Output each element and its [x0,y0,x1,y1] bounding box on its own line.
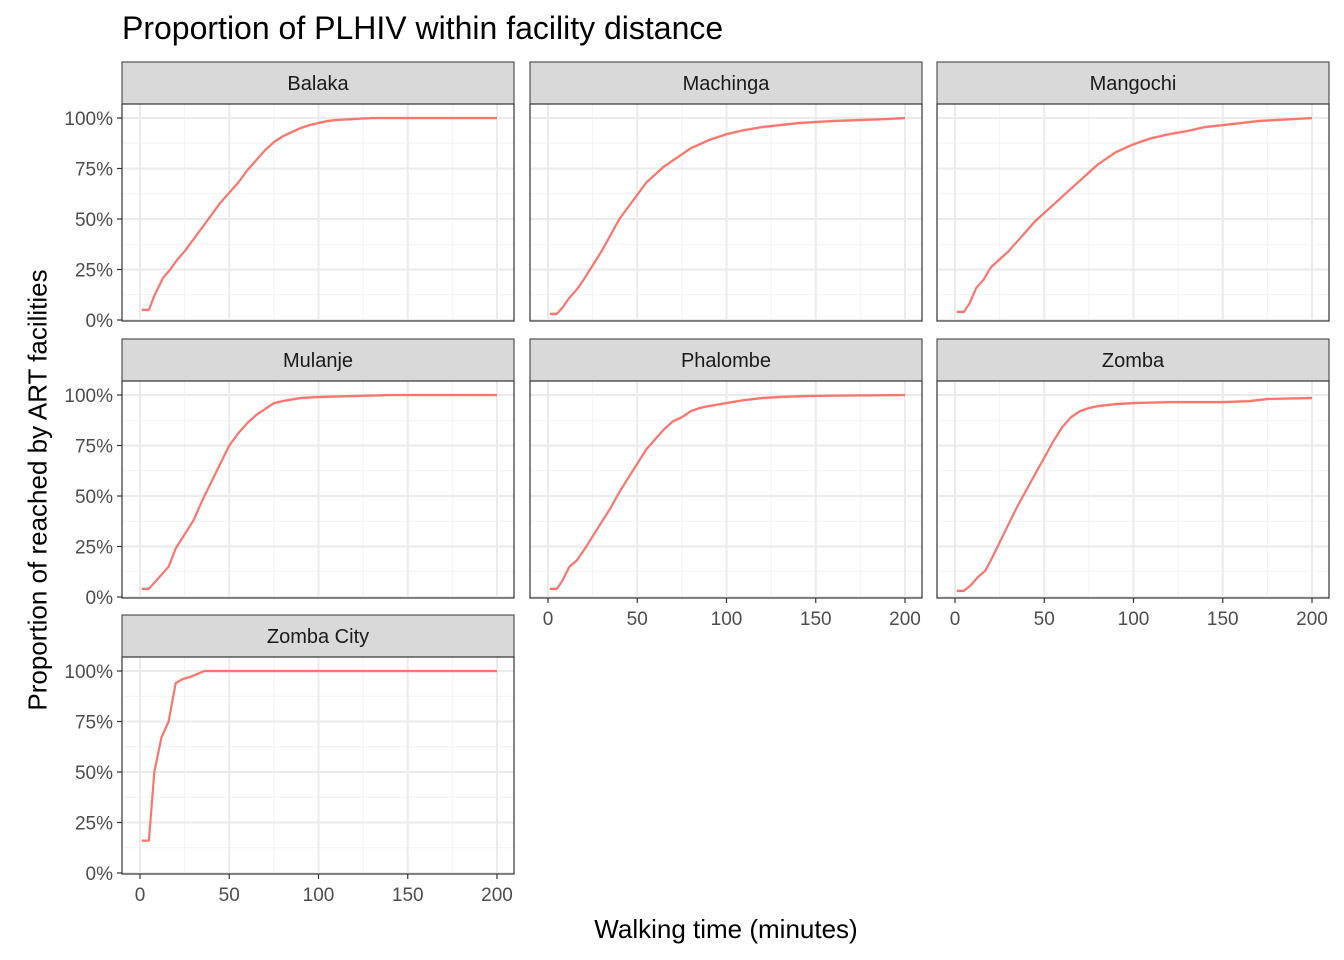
x-tick-label: 100 [303,885,335,906]
x-tick-label: 50 [1034,609,1055,630]
facet-strip-label: Mangochi [1090,73,1177,95]
x-tick-label: 200 [481,885,513,906]
facet-panel-mulanje: Mulanje 0% 25% 50% 75% 100% [64,338,515,609]
facet-strip-label: Mulanje [283,350,353,372]
x-tick-label: 200 [1296,609,1328,630]
y-tick-label: 50% [75,210,113,231]
y-tick-label: 75% [75,437,113,458]
x-axis-label: Walking time (minutes) [594,914,858,944]
y-tick-label: 75% [75,713,113,734]
facet-strip [936,61,1330,105]
x-tick-label: 50 [219,885,240,906]
facet-strip [121,338,515,382]
y-tick-label: 100% [64,662,113,683]
series-line [141,393,497,590]
y-tick-label: 0% [86,588,114,609]
x-tick-label: 150 [1207,609,1239,630]
y-tick-label: 25% [75,814,113,835]
panel-border [121,380,515,599]
facet-panel-balaka: Balaka 0% 25% 50% 75% 100% [64,61,515,332]
x-tick-label: 150 [800,609,832,630]
x-tick-label: 50 [627,609,648,630]
facet-panel-zomba: Zomba 0 50 100 150 200 [936,338,1330,630]
facet-strip-label: Phalombe [681,350,771,372]
panel-border [121,103,515,322]
facet-strip-label: Zomba City [267,626,369,648]
y-tick-label: 50% [75,487,113,508]
y-tick-label: 0% [86,864,114,885]
chart-title: Proportion of PLHIV within facility dist… [122,10,724,46]
panel-border [529,103,923,322]
panel-border [936,103,1330,322]
x-tick-label: 150 [392,885,424,906]
y-tick-label: 25% [75,261,113,282]
y-tick-label: 100% [64,109,113,130]
facet-strip-label: Balaka [287,73,349,95]
x-tick-label: 100 [1118,609,1150,630]
facet-strip-label: Machinga [683,73,771,95]
y-tick-label: 75% [75,160,113,181]
facet-strip [529,61,923,105]
series-line [141,669,497,842]
x-tick-label: 0 [950,609,961,630]
series-line [956,396,1313,592]
facet-panel-machinga: Machinga [529,61,923,322]
series-line [549,393,906,590]
x-tick-label: 100 [711,609,743,630]
series-line [549,116,906,315]
y-tick-label: 25% [75,538,113,559]
facet-strip [121,614,515,658]
series-line [141,116,497,311]
facet-strip [936,338,1330,382]
y-tick-label: 0% [86,311,114,332]
facet-panel-zomba-city: Zomba City 0% 25% 50% 75% 100% 0 50 100 150 200 [64,614,515,906]
series-line [956,116,1313,313]
facet-panel-mangochi: Mangochi [936,61,1330,322]
facet-panel-phalombe: Phalombe 0 50 100 150 200 [529,338,923,630]
x-tick-label: 200 [889,609,921,630]
y-tick-label: 50% [75,763,113,784]
y-tick-label: 100% [64,386,113,407]
facet-strip-label: Zomba [1102,350,1165,372]
x-tick-label: 0 [543,609,554,630]
x-tick-label: 0 [135,885,146,906]
